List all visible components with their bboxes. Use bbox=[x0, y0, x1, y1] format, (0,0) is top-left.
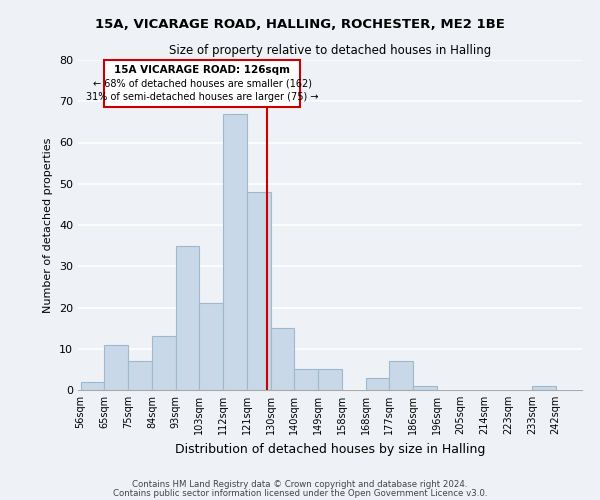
Bar bbox=[128, 361, 152, 390]
Bar bbox=[389, 361, 413, 390]
Bar bbox=[271, 328, 295, 390]
Bar bbox=[413, 386, 437, 390]
Title: Size of property relative to detached houses in Halling: Size of property relative to detached ho… bbox=[169, 44, 491, 58]
Text: 31% of semi-detached houses are larger (75) →: 31% of semi-detached houses are larger (… bbox=[86, 92, 318, 102]
Bar bbox=[199, 304, 223, 390]
Bar bbox=[532, 386, 556, 390]
Bar bbox=[152, 336, 176, 390]
Text: Contains public sector information licensed under the Open Government Licence v3: Contains public sector information licen… bbox=[113, 488, 487, 498]
Bar bbox=[80, 382, 104, 390]
Bar bbox=[104, 344, 128, 390]
Bar bbox=[365, 378, 389, 390]
Bar bbox=[295, 370, 318, 390]
Text: 15A VICARAGE ROAD: 126sqm: 15A VICARAGE ROAD: 126sqm bbox=[114, 65, 290, 75]
Text: 15A, VICARAGE ROAD, HALLING, ROCHESTER, ME2 1BE: 15A, VICARAGE ROAD, HALLING, ROCHESTER, … bbox=[95, 18, 505, 30]
X-axis label: Distribution of detached houses by size in Halling: Distribution of detached houses by size … bbox=[175, 442, 485, 456]
Text: Contains HM Land Registry data © Crown copyright and database right 2024.: Contains HM Land Registry data © Crown c… bbox=[132, 480, 468, 489]
Bar bbox=[223, 114, 247, 390]
Y-axis label: Number of detached properties: Number of detached properties bbox=[43, 138, 53, 312]
Bar bbox=[176, 246, 199, 390]
Bar bbox=[318, 370, 342, 390]
Text: ← 68% of detached houses are smaller (162): ← 68% of detached houses are smaller (16… bbox=[92, 78, 311, 88]
FancyBboxPatch shape bbox=[104, 60, 299, 108]
Bar bbox=[247, 192, 271, 390]
